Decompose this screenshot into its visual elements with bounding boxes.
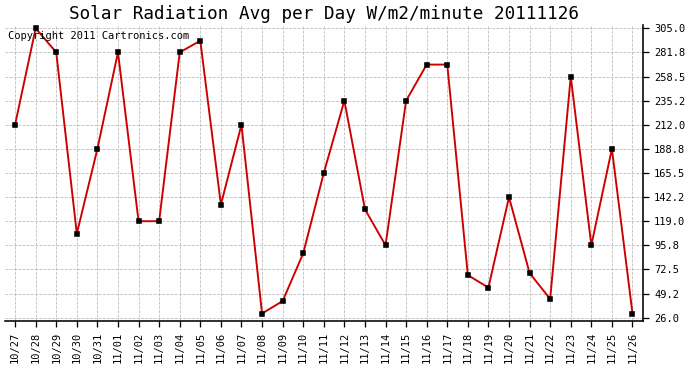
- Text: Copyright 2011 Cartronics.com: Copyright 2011 Cartronics.com: [8, 31, 189, 41]
- Title: Solar Radiation Avg per Day W/m2/minute 20111126: Solar Radiation Avg per Day W/m2/minute …: [69, 5, 579, 23]
